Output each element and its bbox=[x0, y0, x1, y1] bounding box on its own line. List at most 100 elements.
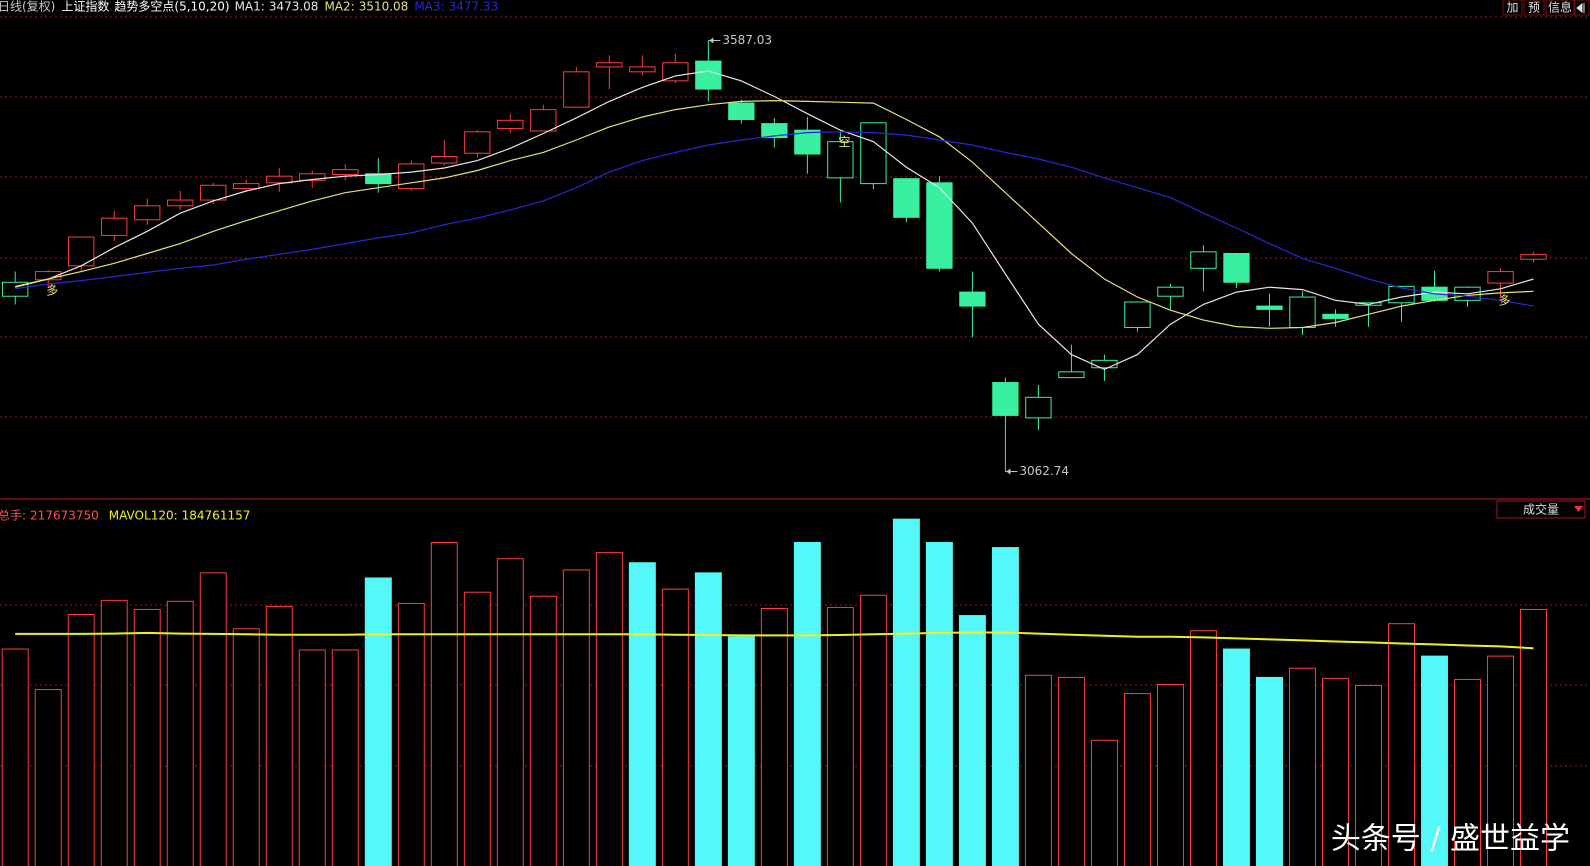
candle-body bbox=[992, 382, 1019, 416]
volume-bar bbox=[1156, 684, 1184, 866]
volume-bar bbox=[463, 591, 491, 866]
candle-body bbox=[1289, 296, 1316, 328]
volume-bar bbox=[364, 577, 392, 866]
volume-bar bbox=[496, 558, 524, 866]
candle-body bbox=[134, 205, 161, 221]
volume-bar bbox=[1288, 667, 1316, 866]
candle-body bbox=[332, 169, 359, 176]
candle-body bbox=[1058, 371, 1085, 379]
extreme-arrowhead bbox=[709, 37, 714, 44]
header-text: 上证指数 bbox=[61, 0, 109, 14]
volume-bar bbox=[232, 628, 260, 866]
volume-bar bbox=[727, 636, 755, 866]
header-text: 日线(复权) bbox=[0, 0, 55, 14]
extreme-arrowhead bbox=[1006, 468, 1011, 475]
volume-bar bbox=[760, 607, 788, 866]
candle-body bbox=[200, 184, 227, 201]
button-box[interactable] bbox=[1502, 0, 1523, 16]
candle-body bbox=[266, 175, 293, 184]
volume-bar bbox=[958, 615, 986, 866]
volume-bar bbox=[1024, 674, 1052, 866]
ma-line bbox=[15, 131, 1534, 307]
volume-panel bbox=[1, 518, 1547, 866]
candle-body bbox=[629, 66, 656, 73]
toolbar-button[interactable]: 加 bbox=[1502, 0, 1523, 16]
candle-body bbox=[563, 71, 590, 108]
volume-bar bbox=[1090, 739, 1118, 866]
volume-bar bbox=[265, 605, 293, 866]
mavol-line bbox=[15, 631, 1534, 650]
candle-body bbox=[728, 102, 755, 120]
candle-body bbox=[761, 123, 788, 139]
volume-bar bbox=[1123, 693, 1151, 866]
toolbar-button[interactable]: 预 bbox=[1523, 0, 1545, 16]
volume-bar bbox=[925, 541, 953, 866]
candle-body bbox=[464, 131, 491, 154]
volume-bar bbox=[1189, 630, 1217, 866]
candle-body bbox=[1487, 271, 1514, 284]
candle-body bbox=[1223, 252, 1250, 283]
candle-body bbox=[926, 182, 953, 269]
volume-header-text: MAVOL120: bbox=[109, 509, 178, 523]
button-box[interactable] bbox=[1545, 0, 1575, 16]
candle-body bbox=[398, 163, 425, 190]
volume-header-text: 总手: bbox=[0, 509, 26, 523]
volume-bar bbox=[562, 569, 590, 866]
header-text: MA2: bbox=[324, 0, 354, 14]
candle-body bbox=[959, 291, 986, 307]
button-label[interactable]: 加 bbox=[1506, 1, 1518, 15]
header-text: MA3: bbox=[414, 0, 444, 14]
signal-label: 多 bbox=[46, 284, 58, 298]
candle-body bbox=[497, 119, 524, 130]
candle-body bbox=[431, 155, 458, 164]
candle-body bbox=[101, 217, 128, 236]
header-text: MA1: bbox=[235, 0, 265, 14]
volume-bar bbox=[34, 689, 62, 866]
button-label[interactable]: 预 bbox=[1528, 1, 1540, 15]
candle-body bbox=[662, 62, 689, 82]
button-label[interactable]: 信息 bbox=[1548, 0, 1572, 15]
volume-bar bbox=[298, 649, 326, 866]
signal-label: 多 bbox=[1499, 293, 1511, 307]
candle-body bbox=[1124, 301, 1151, 328]
collapse-button[interactable] bbox=[1574, 0, 1590, 16]
volume-bar bbox=[991, 547, 1019, 866]
button-icon[interactable] bbox=[1576, 2, 1585, 14]
candle-body bbox=[794, 129, 821, 155]
header-text: 趋势多空点(5,10,20) bbox=[114, 0, 229, 14]
volume-bar bbox=[826, 606, 854, 866]
volume-bar bbox=[1388, 623, 1415, 866]
price-panel: 多 空多 3587.03 3062.74 bbox=[2, 33, 1547, 478]
volume-bar bbox=[892, 518, 920, 866]
volume-bar bbox=[1255, 676, 1283, 866]
volume-bar bbox=[793, 541, 821, 866]
candle-body bbox=[1388, 285, 1415, 304]
signal-label: 空 bbox=[838, 135, 850, 149]
candle-body bbox=[695, 60, 722, 90]
candle-body bbox=[299, 173, 326, 181]
menu-arrow[interactable] bbox=[1574, 506, 1583, 512]
watermark: 头条号 / 盛世益学 bbox=[1331, 822, 1570, 857]
volume-bar bbox=[661, 588, 689, 866]
candle-body bbox=[1322, 313, 1349, 319]
volume-bar bbox=[595, 552, 623, 866]
menu-label[interactable]: 成交量 bbox=[1523, 502, 1559, 517]
volume-menu[interactable]: 成交量 bbox=[1496, 500, 1586, 519]
menu-box[interactable] bbox=[1496, 500, 1586, 519]
button-box[interactable] bbox=[1523, 0, 1545, 16]
volume-bar bbox=[628, 562, 656, 866]
volume-bar bbox=[166, 600, 194, 866]
volume-bar bbox=[859, 594, 887, 866]
volume-bar bbox=[1, 648, 29, 866]
candle-body bbox=[1025, 396, 1052, 419]
header-text: 3510.08 bbox=[359, 0, 409, 14]
toolbar-button[interactable]: 信息 bbox=[1545, 0, 1575, 16]
volume-bar bbox=[529, 595, 557, 866]
volume-bar bbox=[1321, 677, 1349, 866]
volume-bar bbox=[694, 572, 722, 866]
candle-body bbox=[1091, 359, 1118, 369]
volume-header-text: 184761157 bbox=[182, 509, 251, 523]
candle-body bbox=[893, 178, 920, 218]
